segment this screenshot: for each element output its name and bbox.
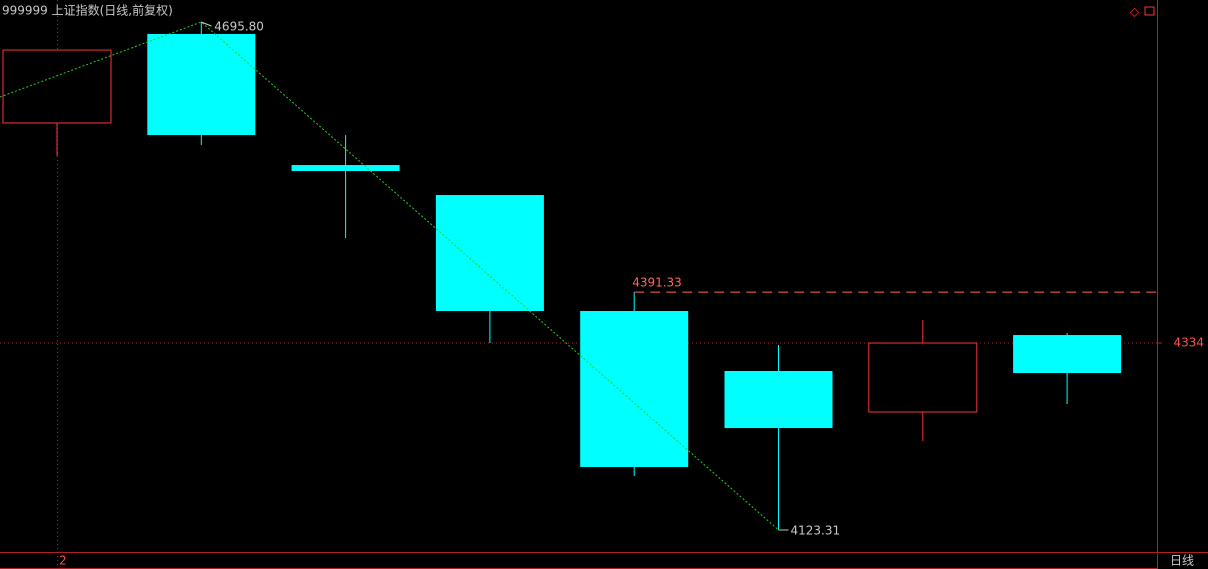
period-label: 日线 <box>1170 554 1194 568</box>
candle-body <box>580 311 689 467</box>
annotation-leader <box>201 21 212 27</box>
candle-body <box>724 370 833 429</box>
x-marker: 2 <box>59 554 67 568</box>
candle-body <box>1013 335 1122 374</box>
annotation-label: 4391.33 <box>632 276 682 290</box>
candle-body <box>868 342 978 413</box>
icon-diamond[interactable]: ◇ <box>1130 5 1140 19</box>
annotation-label: 4695.80 <box>214 20 264 34</box>
chart-title: 999999 上证指数(日线,前复权) <box>2 3 173 18</box>
candle-body <box>435 195 544 312</box>
annotation-label: 4123.31 <box>791 523 841 537</box>
candle-body <box>147 33 256 136</box>
candle-body <box>2 49 112 124</box>
candle-body <box>291 165 400 171</box>
y-tick-label: 4334 <box>1173 336 1204 350</box>
icon-restore[interactable] <box>1144 6 1155 16</box>
